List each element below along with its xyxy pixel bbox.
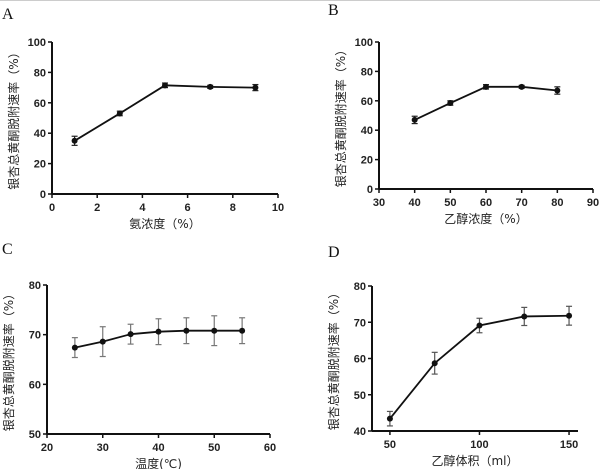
data-point xyxy=(518,83,525,90)
x-tick-label: 80 xyxy=(551,197,563,209)
x-tick-label: 6 xyxy=(185,202,191,214)
y-axis-label: 银杏总黄酮脱附速率（%） xyxy=(6,46,21,189)
y-tick-label: 40 xyxy=(361,125,373,137)
data-point xyxy=(99,338,106,345)
x-tick-label: 10 xyxy=(272,202,284,214)
x-axis-label: 乙醇体积（ml） xyxy=(431,453,518,468)
data-point xyxy=(566,312,573,319)
data-point xyxy=(252,84,259,91)
data-point xyxy=(127,331,134,338)
data-point xyxy=(483,83,489,90)
data-point xyxy=(183,327,190,334)
x-tick-label: 50 xyxy=(208,442,220,454)
data-point xyxy=(116,110,123,117)
y-tick-label: 100 xyxy=(28,37,46,49)
chart-panel-c: C 50 60 70 80 20 30 40 50 60 温度(℃) 银杏总黄酮脱附速率（%） xyxy=(1,241,276,469)
data-point xyxy=(207,83,214,90)
data-point xyxy=(211,327,218,334)
series-line xyxy=(74,84,256,142)
y-tick-label: 0 xyxy=(40,189,46,201)
x-tick-label: 50 xyxy=(384,439,396,451)
x-tick-label: 150 xyxy=(560,439,578,451)
x-tick-label: 30 xyxy=(97,442,109,454)
x-tick-label: 50 xyxy=(444,197,456,209)
x-tick-label: 40 xyxy=(152,442,164,454)
data-point xyxy=(476,322,483,329)
y-axis-label: 银杏总黄酮脱附速率（%） xyxy=(1,288,16,431)
y-tick-label: 80 xyxy=(29,280,41,292)
x-tick-label: 60 xyxy=(480,197,492,209)
y-axis-label: 银杏总黄酮脱附速率（%） xyxy=(333,44,348,187)
data-point xyxy=(411,116,418,123)
x-axis-label: 氨浓度（%） xyxy=(129,216,200,231)
x-tick-label: 70 xyxy=(516,197,528,209)
x-tick-label: 8 xyxy=(230,202,236,214)
chart-panel-b: B 0 20 40 60 80 100 30 40 50 60 70 80 90 乙醇浓度（%） 银杏总黄酮脱… xyxy=(328,2,599,226)
data-point xyxy=(71,344,78,351)
y-axis-label: 银杏总黄酮脱附速率（%） xyxy=(326,287,341,430)
y-tick-label: 70 xyxy=(354,317,366,329)
x-tick-label: 0 xyxy=(49,202,55,214)
y-tick-label: 60 xyxy=(29,379,41,391)
y-tick-label: 0 xyxy=(367,184,373,196)
x-tick-label: 4 xyxy=(139,202,146,214)
y-tick-label: 20 xyxy=(34,159,46,171)
data-point xyxy=(71,137,78,144)
data-point xyxy=(239,327,246,334)
y-tick-label: 40 xyxy=(354,426,366,438)
x-tick-label: 2 xyxy=(94,202,100,214)
panel-label: B xyxy=(328,2,339,19)
y-tick-label: 20 xyxy=(361,155,373,167)
y-tick-label: 70 xyxy=(29,330,41,342)
y-tick-label: 40 xyxy=(34,128,46,140)
x-axis-label: 温度(℃) xyxy=(135,456,182,469)
data-point xyxy=(162,82,168,89)
x-tick-label: 90 xyxy=(587,197,599,209)
y-tick-label: 50 xyxy=(29,429,41,441)
x-tick-label: 60 xyxy=(264,442,276,454)
y-tick-label: 60 xyxy=(354,354,366,366)
panel-label: D xyxy=(328,244,340,261)
y-tick-label: 80 xyxy=(361,66,373,78)
chart-panel-a: A 0 20 40 60 80 100 0 2 4 6 8 10 氨浓度（%） 银杏总黄酮脱附速率（%） xyxy=(2,6,284,231)
y-tick-label: 50 xyxy=(354,390,366,402)
x-tick-label: 20 xyxy=(41,442,53,454)
y-tick-label: 60 xyxy=(34,98,46,110)
data-point xyxy=(521,313,528,320)
y-tick-label: 80 xyxy=(34,67,46,79)
data-point xyxy=(155,328,162,335)
y-tick-label: 60 xyxy=(361,96,373,108)
y-tick-label: 80 xyxy=(354,281,366,293)
panel-label: A xyxy=(2,6,14,23)
x-tick-label: 40 xyxy=(409,197,421,209)
panel-label: C xyxy=(2,241,13,258)
y-tick-label: 100 xyxy=(355,37,373,49)
series-line xyxy=(414,85,558,121)
x-tick-label: 100 xyxy=(470,439,488,451)
data-point xyxy=(447,100,454,107)
data-point xyxy=(554,87,561,94)
x-axis-label: 乙醇浓度（%） xyxy=(444,211,527,226)
x-tick-label: 30 xyxy=(373,197,385,209)
data-point xyxy=(431,360,438,367)
data-point xyxy=(386,415,393,422)
chart-panel-d: D 40 50 60 70 80 50 100 150 乙醇体积（ml） 银杏总黄酮脱附速率（%） xyxy=(326,244,578,468)
